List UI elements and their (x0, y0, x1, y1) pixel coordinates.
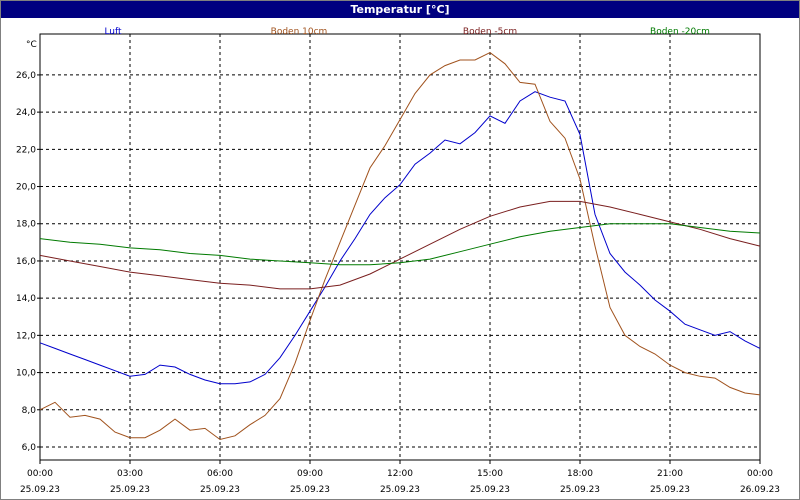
y-tick-label-10: 26,0 (16, 71, 36, 81)
legend: Luft Boden 10cm Boden -5cm Boden -20cm (104, 27, 710, 37)
grid-layer (40, 34, 760, 460)
y-tick-label-8: 22,0 (16, 145, 36, 155)
x-tick-time-3: 09:00 (297, 469, 323, 479)
x-tick-date-2: 25.09.23 (200, 485, 240, 495)
series-line-2 (39, 200, 761, 290)
x-tick-time-2: 06:00 (207, 469, 233, 479)
x-tick-date-4: 25.09.23 (380, 485, 420, 495)
y-tick-label-7: 20,0 (16, 183, 36, 193)
series-line-1 (39, 52, 761, 441)
x-tick-date-8: 26.09.23 (740, 485, 780, 495)
x-tick-time-8: 00:00 (747, 469, 773, 479)
y-tick-label-2: 10,0 (16, 369, 36, 379)
x-tick-date-7: 25.09.23 (650, 485, 690, 495)
x-tick-date-5: 25.09.23 (470, 485, 510, 495)
x-tick-time-0: 00:00 (27, 469, 53, 479)
x-tick-time-5: 15:00 (477, 469, 503, 479)
legend-entry-2: Boden -5cm (463, 27, 517, 37)
x-tick-time-7: 21:00 (657, 469, 683, 479)
y-tick-label-4: 14,0 (16, 294, 36, 304)
legend-entry-0: Luft (104, 27, 122, 37)
y-tick-label-1: 8,0 (22, 406, 37, 416)
x-tick-date-3: 25.09.23 (290, 485, 330, 495)
x-tick-date-0: 25.09.23 (20, 485, 60, 495)
x-tick-date-1: 25.09.23 (110, 485, 150, 495)
series-line-0 (39, 91, 761, 385)
y-tick-label-3: 12,0 (16, 331, 36, 341)
x-tick-time-6: 18:00 (567, 469, 593, 479)
x-tick-date-6: 25.09.23 (560, 485, 600, 495)
legend-entry-1: Boden 10cm (271, 27, 328, 37)
y-tick-label-0: 6,0 (22, 443, 37, 453)
series-layer (39, 52, 761, 441)
y-axis-label: °C (26, 40, 37, 50)
x-tick-time-4: 12:00 (387, 469, 413, 479)
y-tick-label-5: 16,0 (16, 257, 36, 267)
legend-entry-3: Boden -20cm (650, 27, 710, 37)
x-tick-time-1: 03:00 (117, 469, 143, 479)
tick-layer: 6,0 8,0 10,0 12,0 14,0 16,0 18,0 20,0 22,0 24,0 26… (16, 71, 780, 495)
y-tick-label-9: 24,0 (16, 108, 36, 118)
series-line-3 (39, 223, 761, 266)
chart-title: Temperatur [°C] (1, 1, 799, 18)
y-tick-label-6: 18,0 (16, 220, 36, 230)
